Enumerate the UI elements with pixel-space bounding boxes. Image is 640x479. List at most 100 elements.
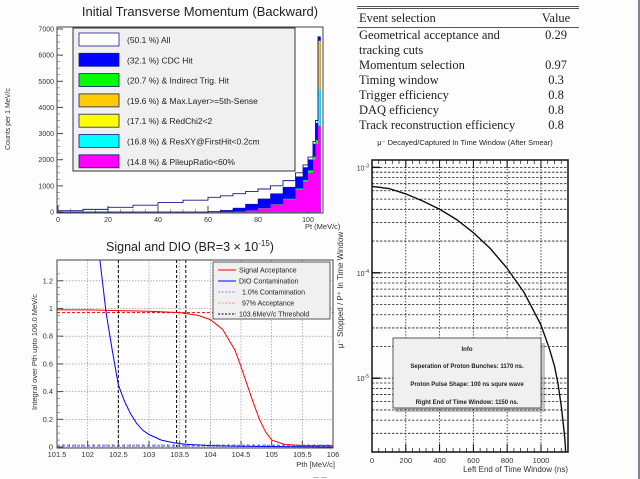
x-tick-label: 100 (302, 217, 314, 224)
table-row: Geometrical acceptance and 0.29 (357, 28, 579, 43)
table-row: Momentum selection 0.97 (357, 58, 579, 73)
table-cell-value: 0.8 (548, 118, 564, 132)
pt-histogram-legend: (50.1 %) All (32.1 %) CDC Hit (20.7 %) & I… (72, 27, 296, 172)
time-window-ylabel: μ⁻ Stopped / P⁺ In Time Window (336, 232, 345, 348)
legend-label: (19.6 %) & Max.Layer>=5th-Sense (127, 96, 258, 106)
time-window-curve (371, 185, 567, 448)
legend-label: (50.1 %) All (127, 35, 171, 45)
x-tick-label: 101.5 (48, 450, 67, 459)
x-tick-label: 0 (370, 456, 374, 465)
y-tick-label: 0 (50, 210, 54, 217)
y-tick-label: 10-5 (357, 374, 369, 383)
table-row: DAQ efficiency 0.8 (357, 103, 579, 118)
x-tick-label: 106 (327, 450, 340, 459)
table-cell-label: Trigger efficiency (359, 88, 449, 102)
pt-histogram-frame (56, 26, 324, 214)
legend-label: 103.6MeV/c Threshold (239, 312, 309, 319)
legend-label: (20.7 %) & Indirect Trig. Hit (127, 76, 230, 86)
table-cell-label: tracking cuts (359, 43, 424, 57)
table-header: Event selection Value (357, 11, 579, 26)
legend-label: Signal Acceptance (239, 268, 297, 275)
time-window-title: μ⁻ Decayed/Captured In Time Window (Afte… (377, 138, 553, 147)
x-tick-label: 80 (254, 217, 262, 224)
info-box: Info Seperation of Proton Bunches: 1170 … (392, 337, 545, 412)
y-tick-label: 1.2 (43, 276, 53, 285)
table-row: Trigger efficiency 0.8 (357, 88, 579, 103)
table-row-continuation: tracking cuts (357, 43, 579, 58)
x-tick-label: 20 (104, 217, 112, 224)
dio-contamination-curve (99, 259, 334, 448)
x-tick-label: 1000 (533, 456, 550, 465)
signal-dio-title: Signal and DIO (BR=3 × 10-15) (106, 239, 274, 254)
info-title: Info (462, 347, 473, 353)
y-tick-label: 2000 (38, 157, 54, 164)
y-tick-label: 0.8 (43, 332, 53, 341)
signal-dio-legend: Signal Acceptance DIO Contamination 1.0% C… (212, 261, 331, 320)
signal-dio-xlabel: Pth [MeV/c] (296, 460, 335, 469)
bar-series-all-outline (58, 36, 321, 212)
x-tick-label: 102 (81, 450, 94, 459)
time-window-xlabel: Left End of Time Window (ns) (463, 465, 568, 474)
y-tick-label: 5000 (38, 79, 54, 86)
table-row: Timing window 0.3 (357, 73, 579, 88)
y-tick-label: 0.6 (43, 359, 53, 368)
y-tick-label: 1 (49, 304, 53, 313)
legend-label: (32.1 %) CDC Hit (127, 55, 193, 65)
x-tick-label: 60 (204, 217, 212, 224)
table-cell-value: 0.97 (545, 58, 567, 72)
x-tick-label: 400 (433, 456, 446, 465)
y-tick-label: 0.2 (43, 415, 53, 424)
x-tick-label: 104 (204, 450, 217, 459)
info-line: Seperation of Proton Bunches: 1170 ns. (410, 364, 524, 370)
signal-acceptance-curve (57, 309, 333, 447)
table-cell-label: Track reconstruction efficiency (359, 118, 516, 132)
table-cell-label: Timing window (359, 73, 439, 87)
legend-swatch-resxy (78, 134, 120, 148)
legend-label: (16.8 %) & ResXY@FirstHit<0.2cm (127, 137, 260, 147)
table-header-event-selection: Event selection (359, 11, 436, 25)
time-window-frame (371, 159, 569, 453)
legend-swatch-max_layer (78, 93, 120, 108)
legend-swatch-redchi2 (78, 113, 120, 128)
x-tick-label: 103 (143, 450, 156, 459)
legend-label: (17.1 %) & RedChi2<2 (127, 116, 213, 126)
legend-swatch-cdc (78, 52, 120, 67)
table-cell-label: Geometrical acceptance and (359, 28, 500, 42)
y-tick-label: 0 (49, 443, 53, 452)
y-tick-label: 10-3 (357, 163, 369, 172)
legend-swatch-all (78, 32, 120, 47)
x-tick-label: 105.5 (293, 450, 312, 459)
pt-histogram: Initial Transverse Momentum (Backward) 0… (5, 4, 340, 231)
event-selection-table: Event selection Value Geometrical accept… (357, 6, 579, 133)
table-header-rule (357, 27, 579, 28)
legend-label: 97% Acceptance (242, 301, 294, 308)
bar-peak-resxy (318, 89, 321, 126)
pt-histogram-title: Initial Transverse Momentum (Backward) (82, 4, 318, 19)
footer-mark: — — (313, 475, 327, 479)
legend-label: 1.0% Contamination (242, 290, 305, 297)
x-tick-label: 102.5 (109, 450, 128, 459)
table-top-rule (357, 6, 579, 9)
x-tick-label: 800 (501, 456, 514, 465)
table-row: Track reconstruction efficiency 0.8 (357, 118, 579, 133)
table-header-value: Value (541, 11, 571, 25)
table-cell-value: 0.8 (548, 88, 564, 102)
y-tick-label: 1000 (38, 183, 54, 190)
y-tick-label: 0.4 (43, 387, 53, 396)
pt-histogram-xlabel: Pt (MeV/c) (305, 222, 340, 231)
table-cell-label: DAQ efficiency (359, 103, 439, 117)
time-window-plot: μ⁻ Decayed/Captured In Time Window (Afte… (336, 138, 569, 474)
bar-peak-pileup (318, 125, 321, 212)
legend-label: DIO Contamination (239, 279, 299, 286)
table-cell-label: Momentum selection (359, 58, 465, 72)
legend-label: (14.8 %) & PileupRatio<60% (127, 157, 235, 167)
bar-peak-max-layer (318, 40, 321, 126)
legend-swatch-indirect_trig (78, 73, 120, 87)
y-tick-label: 6000 (38, 53, 54, 60)
x-tick-label: 103.5 (170, 450, 189, 459)
x-tick-label: 105 (265, 450, 278, 459)
table-cell-value: 0.8 (548, 103, 564, 117)
info-line: Right End of Time Window: 1150 ns. (416, 400, 519, 406)
signal-dio-frame (56, 259, 334, 449)
pt-histogram-ylabel: Counts per 1 MeV/c (5, 88, 12, 150)
